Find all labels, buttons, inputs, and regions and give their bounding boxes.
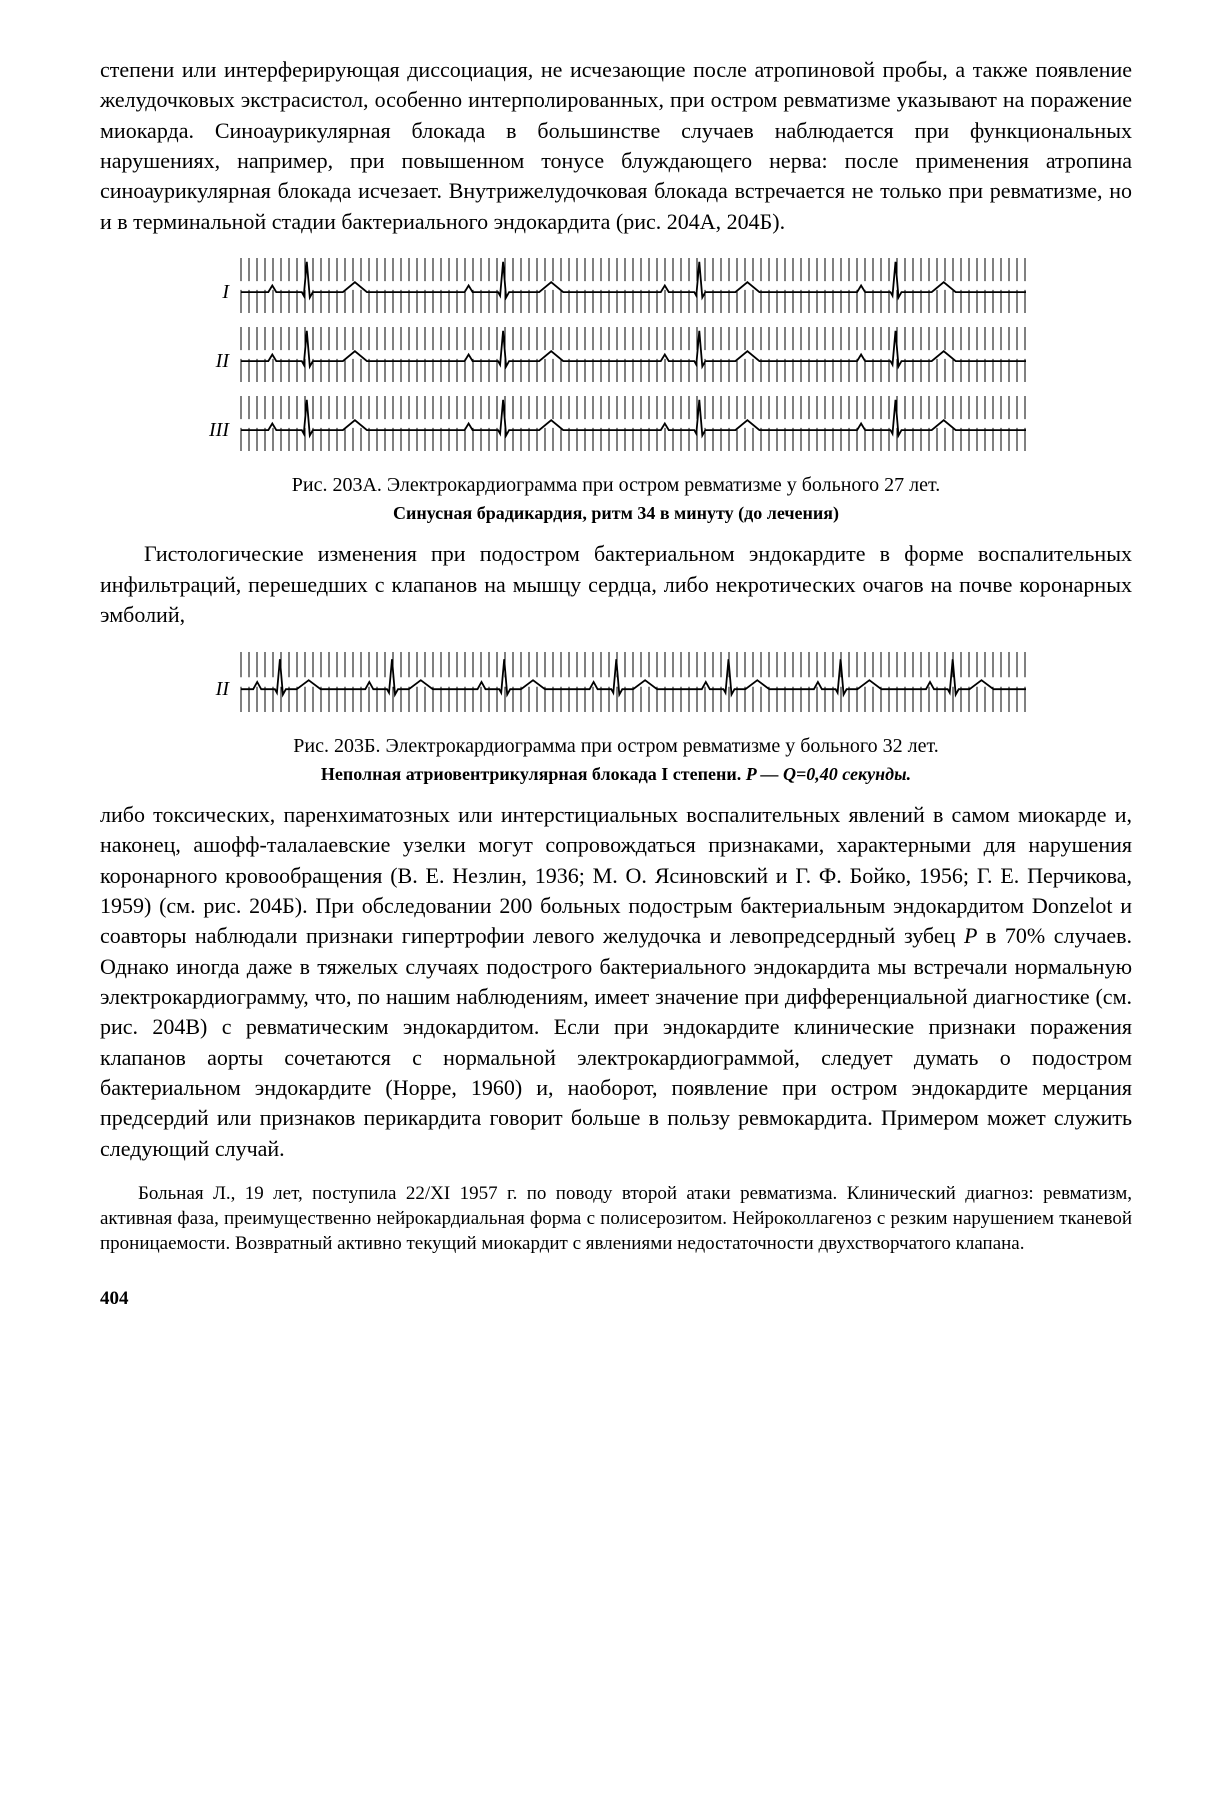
svg-text:II: II bbox=[215, 350, 231, 372]
svg-text:I: I bbox=[221, 281, 230, 303]
paragraph-3-p-symbol: P bbox=[964, 923, 977, 948]
page-number: 404 bbox=[100, 1286, 1132, 1312]
paragraph-3-post: в 70% случаев. Однако иногда даже в тяже… bbox=[100, 923, 1132, 1161]
case-report: Больная Л., 19 лет, поступила 22/XI 1957… bbox=[100, 1182, 1132, 1256]
caption-203b-main: Рис. 203Б. Электрокардиограмма при остро… bbox=[293, 735, 938, 757]
ecg-figure-203b: II bbox=[201, 649, 1031, 715]
paragraph-1: степени или интерферирующая диссоциация,… bbox=[100, 55, 1132, 237]
figure-203b: II bbox=[100, 649, 1132, 715]
figure-203a: IIIIII bbox=[100, 255, 1132, 454]
caption-203a-sub: Синусная брадикардия, ритм 34 в минуту (… bbox=[160, 501, 1072, 525]
caption-203b-sub-text: Неполная атриовентрикулярная блокада I с… bbox=[321, 764, 746, 784]
paragraph-2: Гистологические изменения при подостром … bbox=[100, 539, 1132, 630]
paragraph-3: либо токсических, паренхиматозных или ин… bbox=[100, 800, 1132, 1164]
caption-203b-sub-eq: P — Q=0,40 секунды. bbox=[746, 764, 911, 784]
caption-203a: Рис. 203А. Электрокардиограмма при остро… bbox=[160, 472, 1072, 525]
svg-text:III: III bbox=[208, 419, 230, 441]
caption-203b-sub: Неполная атриовентрикулярная блокада I с… bbox=[160, 762, 1072, 786]
caption-203b: Рис. 203Б. Электрокардиограмма при остро… bbox=[160, 733, 1072, 786]
caption-203a-main: Рис. 203А. Электрокардиограмма при остро… bbox=[292, 474, 940, 496]
ecg-figure-203a: IIIIII bbox=[201, 255, 1031, 454]
svg-text:II: II bbox=[215, 678, 231, 700]
